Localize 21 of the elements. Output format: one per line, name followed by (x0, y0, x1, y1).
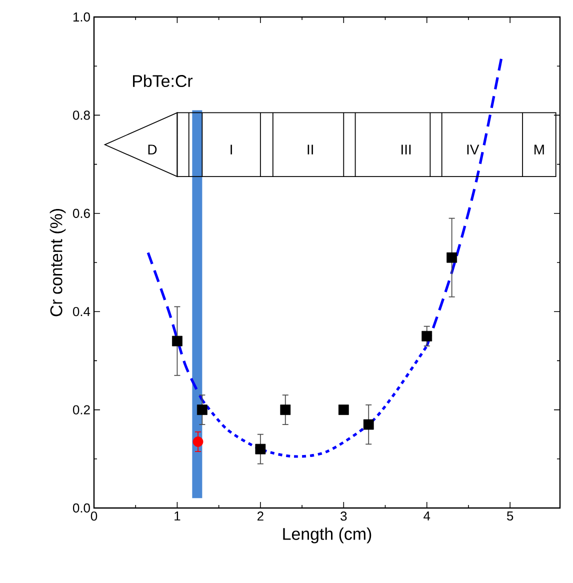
y-tick-label: 0.0 (72, 503, 90, 513)
annotation: I (230, 144, 232, 154)
x-tick-label: 2 (257, 512, 264, 521)
y-tick-label: 0.4 (72, 307, 90, 316)
annotation: II (308, 144, 313, 154)
y-tick-label: 1.0 (73, 12, 90, 22)
x-tick-label: 1 (174, 512, 180, 520)
x-tick-label: 3 (340, 512, 347, 521)
y-tick-label: 0.8 (72, 110, 90, 120)
annotation: IV (467, 144, 480, 154)
x-tick-label: 4 (424, 512, 430, 520)
y-axis-title: Cr content (%) (50, 208, 66, 316)
x-tick-label: 5 (506, 512, 514, 521)
x-axis-title: Length (cm) (283, 528, 372, 544)
annotation: D (148, 144, 157, 154)
annotation: M (534, 144, 544, 154)
annotation: PbTe:Cr (133, 74, 193, 88)
annotation: III (402, 144, 411, 154)
y-tick-label: 0.2 (72, 405, 90, 414)
x-tick-label: 0 (90, 512, 98, 521)
y-tick-label: 0.6 (72, 208, 90, 218)
